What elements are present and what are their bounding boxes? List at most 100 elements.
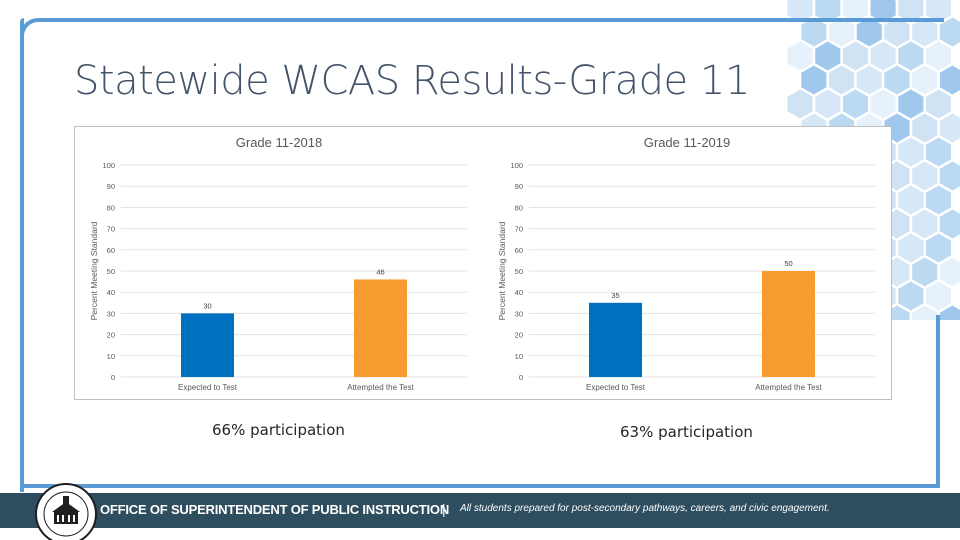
x-tick-label: Expected to Test: [586, 383, 646, 392]
chart-container: Grade 11-2018 0 10 20 30 40 50 60 70 80 90 100 Perc…: [74, 126, 892, 400]
hexagon-shape: [842, 89, 868, 119]
y-tick-label: 100: [102, 161, 115, 170]
footer-banner: OFFICE OF SUPERINTENDENT OF PUBLIC INSTR…: [0, 493, 960, 528]
y-tick-label: 0: [519, 373, 523, 382]
x-tick-label: Expected to Test: [178, 383, 238, 392]
bar-expected: [589, 302, 642, 377]
bar-chart-2018: 0 10 20 30 40 50 60 70 80 90 100 Percent Meeting St…: [89, 161, 467, 392]
data-label: 35: [611, 291, 619, 300]
slide-title: Statewide WCAS Results-Grade 11: [74, 58, 750, 104]
y-tick-label: 50: [107, 267, 115, 276]
hexagon-shape: [842, 41, 868, 71]
participation-note-2019: 63% participation: [620, 423, 753, 441]
hexagon-shape: [884, 17, 910, 47]
participation-note-2018: 66% participation: [212, 421, 345, 439]
footer-tagline: All students prepared for post-secondary…: [460, 503, 830, 514]
chart-title-2019: Grade 11-2019: [643, 135, 731, 150]
chart-panel-2018: Grade 11-2018 0 10 20 30 40 50 60 70 80 90 100 Perc…: [75, 127, 483, 399]
slide-frame-top: [20, 18, 944, 492]
data-label: 30: [203, 301, 211, 310]
y-tick-label: 90: [515, 182, 523, 191]
chart-panel-2019: Grade 11-2019 0 10 20 30 40 50 60 70 80 90 100 Perc…: [483, 127, 891, 399]
slide-frame-right: [936, 315, 940, 487]
hexagon-shape: [926, 0, 952, 23]
hexagon-shape: [801, 17, 827, 47]
y-axis-label: Percent Meeting Standard: [497, 221, 507, 320]
hexagon-shape: [939, 65, 960, 95]
x-tick-label: Attempted the Test: [347, 383, 414, 392]
y-tick-label: 50: [515, 267, 523, 276]
hexagon-shape: [926, 137, 952, 167]
y-tick-label: 30: [107, 309, 115, 318]
y-tick-label: 100: [510, 161, 523, 170]
hexagon-shape: [898, 0, 924, 23]
hexagon-shape: [870, 0, 896, 23]
hexagon-shape: [912, 209, 938, 239]
hexagon-shape: [815, 41, 841, 71]
hexagon-shape: [939, 161, 960, 191]
hexagon-shape: [939, 209, 960, 239]
hexagon-shape: [912, 257, 938, 287]
hexagon-shape: [912, 113, 938, 143]
y-tick-label: 30: [515, 309, 523, 318]
hexagon-shape: [926, 41, 952, 71]
hexagon-shape: [829, 65, 855, 95]
hexagon-shape: [926, 281, 952, 311]
hexagon-shape: [870, 89, 896, 119]
hexagon-shape: [856, 17, 882, 47]
y-tick-label: 20: [107, 331, 115, 340]
hexagon-shape: [912, 65, 938, 95]
y-tick-label: 0: [111, 373, 115, 382]
y-tick-label: 10: [107, 352, 115, 361]
hexagon-shape: [912, 161, 938, 191]
hexagon-shape: [801, 65, 827, 95]
y-tick-label: 70: [515, 225, 523, 234]
hexagon-shape: [898, 281, 924, 311]
hexagon-shape: [939, 113, 960, 143]
y-tick-label: 60: [107, 246, 115, 255]
hexagon-shape: [815, 0, 841, 23]
footer-separator: |: [442, 501, 446, 517]
y-tick-label: 90: [107, 182, 115, 191]
hexagon-shape: [884, 65, 910, 95]
y-tick-label: 80: [515, 203, 523, 212]
hexagon-shape: [815, 89, 841, 119]
bar-attempted: [762, 271, 815, 377]
chart-title-2018: Grade 11-2018: [235, 135, 323, 150]
hexagon-shape: [939, 257, 960, 287]
x-tick-label: Attempted the Test: [755, 383, 822, 392]
bar-expected: [181, 313, 234, 377]
hexagon-shape: [898, 185, 924, 215]
hexagon-shape: [829, 17, 855, 47]
y-tick-label: 40: [515, 288, 523, 297]
y-tick-label: 60: [515, 246, 523, 255]
hexagon-shape: [787, 41, 813, 71]
bar-attempted: [354, 279, 407, 377]
hexagon-shape: [926, 185, 952, 215]
slide-frame-bottom: [20, 484, 940, 488]
hexagon-shape: [898, 137, 924, 167]
y-tick-label: 80: [107, 203, 115, 212]
hexagon-shape: [926, 233, 952, 263]
hexagon-shape: [898, 233, 924, 263]
hexagon-shape: [856, 65, 882, 95]
data-label: 50: [784, 259, 792, 268]
hexagon-shape: [939, 305, 960, 320]
y-tick-label: 70: [107, 225, 115, 234]
hexagon-shape: [898, 89, 924, 119]
hexagon-shape: [912, 305, 938, 320]
data-label: 46: [376, 267, 384, 276]
footer-office-name: OFFICE OF SUPERINTENDENT OF PUBLIC INSTR…: [100, 502, 450, 517]
hexagon-shape: [926, 89, 952, 119]
bar-chart-2019: 0 10 20 30 40 50 60 70 80 90 100 Percent Meeting St…: [497, 161, 875, 392]
hexagon-shape: [842, 0, 868, 23]
y-tick-label: 10: [515, 352, 523, 361]
y-tick-label: 40: [107, 288, 115, 297]
y-axis-label: Percent Meeting Standard: [89, 221, 99, 320]
hexagon-shape: [787, 89, 813, 119]
hexagon-shape: [939, 17, 960, 47]
ospi-seal-logo: [35, 483, 97, 540]
hexagon-shape: [870, 41, 896, 71]
hexagon-shape: [787, 0, 813, 23]
y-tick-label: 20: [515, 331, 523, 340]
